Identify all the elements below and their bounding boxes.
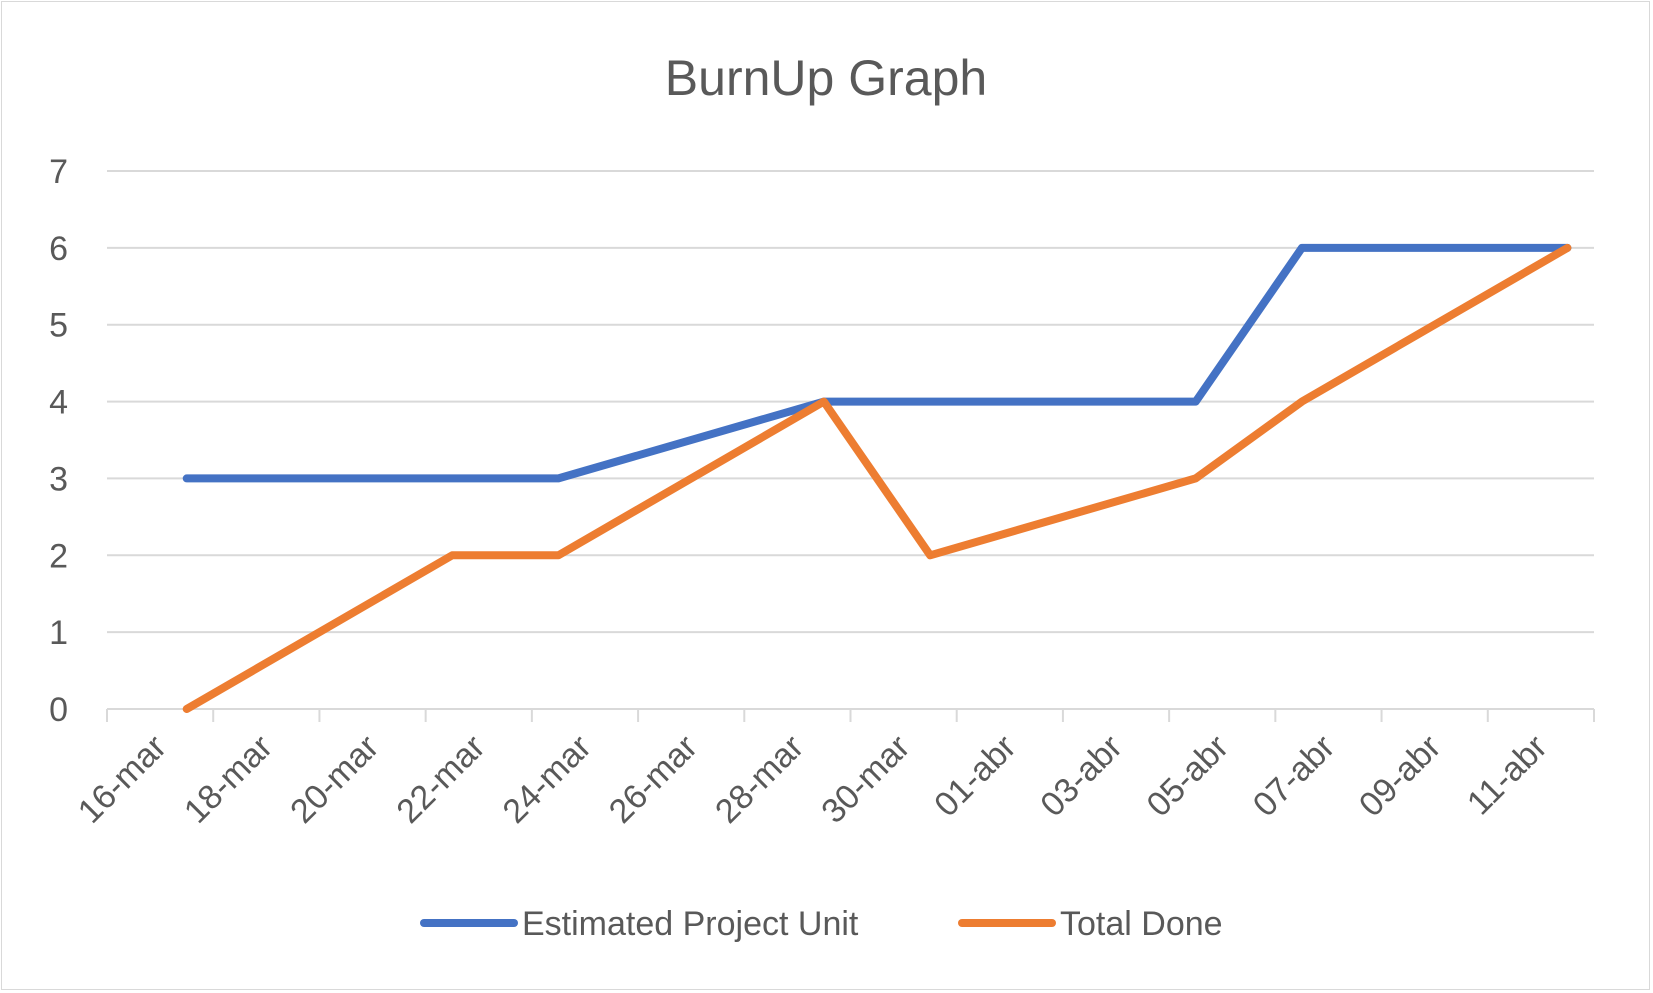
series-lines (182, 243, 1572, 713)
x-tick-label: 11-abr (1460, 728, 1555, 823)
x-tick-label: 09-abr (1352, 728, 1448, 824)
x-tick-label: 20-mar (283, 728, 386, 831)
x-tick-label: 16-mar (71, 728, 174, 831)
chart-title: BurnUp Graph (665, 50, 987, 106)
y-tick-label: 4 (49, 384, 68, 422)
x-tick-label: 28-mar (708, 728, 811, 831)
y-tick-label: 6 (49, 230, 68, 268)
legend-label-estimated-project-unit: Estimated Project Unit (522, 905, 859, 943)
legend-label-total-done: Total Done (1060, 905, 1223, 943)
x-tick-label: 18-mar (177, 728, 280, 831)
series-line-total-done (182, 243, 1572, 713)
x-tick-label: 26-mar (602, 728, 705, 831)
y-tick-label: 1 (49, 614, 68, 652)
y-tick-label: 5 (49, 307, 68, 345)
y-tick-label: 0 (49, 691, 68, 729)
x-tick-label: 24-mar (496, 728, 599, 831)
legend: Estimated Project Unit Total Done (420, 905, 1223, 943)
x-tick-label: 07-abr (1246, 728, 1342, 824)
y-tick-label: 2 (49, 537, 68, 575)
x-tick-label: 30-mar (814, 728, 917, 831)
x-tick-label: 22-mar (389, 728, 492, 831)
x-axis: 16-mar 18-mar 20-mar 22-mar 24-mar 26-mar 28-m… (71, 708, 1595, 831)
series-line-estimated-project-unit (182, 243, 1572, 483)
y-tick-label: 7 (49, 153, 68, 191)
y-tick-label: 3 (49, 460, 68, 498)
x-tick-label: 05-abr (1140, 728, 1236, 824)
y-axis-ticks: 0 1 2 3 4 5 6 7 (49, 153, 68, 729)
x-tick-label: 01-abr (927, 728, 1023, 824)
x-tick-label: 03-abr (1033, 728, 1129, 824)
